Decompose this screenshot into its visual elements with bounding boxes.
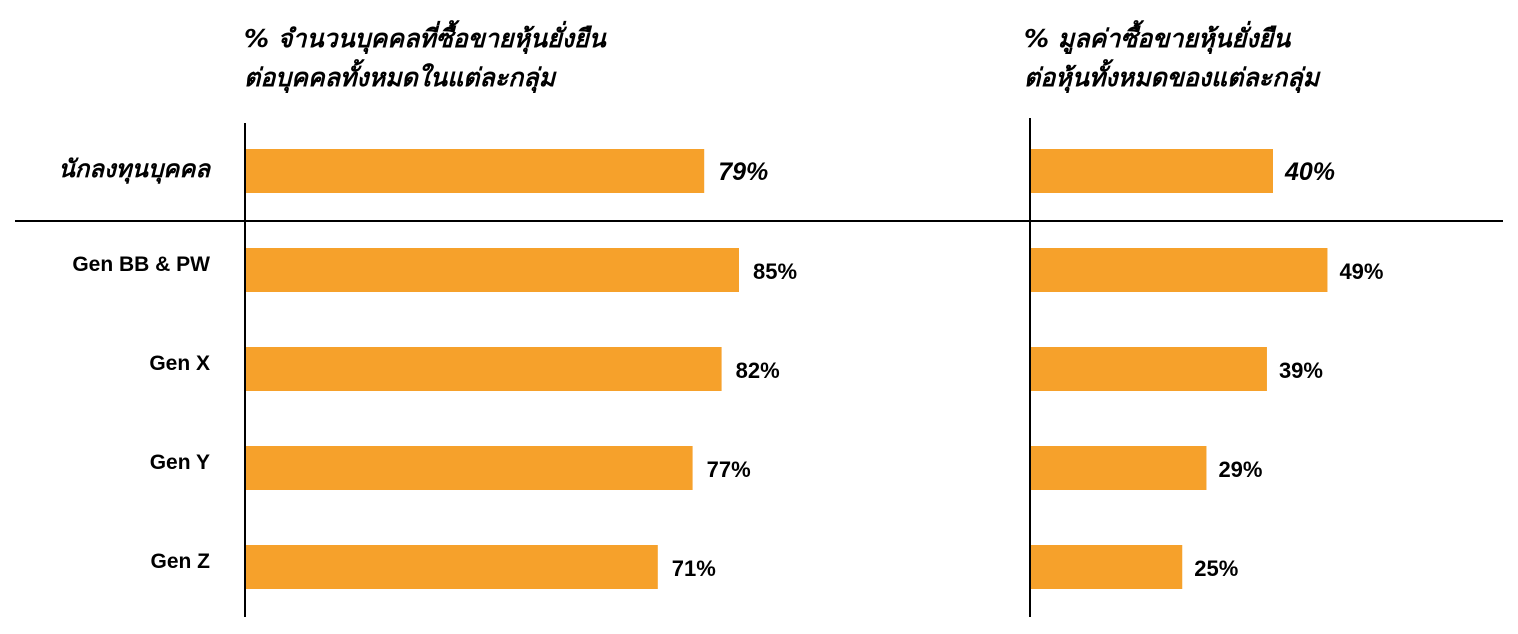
left-chart-title-line-2: ต่อบุคคลทั้งหมดในแต่ละกลุ่ม	[244, 59, 558, 93]
left-bar-2	[246, 248, 739, 292]
right-value-label-5: 25%	[1194, 556, 1238, 581]
category-label-5: Gen Z	[150, 550, 210, 573]
left-bar-5	[246, 545, 658, 589]
left-bar-4	[246, 446, 693, 490]
right-bar-2	[1031, 248, 1328, 292]
left-value-label-2: 85%	[753, 259, 797, 284]
category-labels: นักลงทุนบุคคล Gen BB & PW Gen X Gen Y Gen Z	[58, 155, 211, 573]
right-chart-title-line-1: % มูลค่าซื้อขายหุ้นยั่งยืน	[1024, 20, 1292, 54]
right-chart-title-line-2: ต่อหุ้นทั้งหมดของแต่ละกลุ่ม	[1024, 59, 1322, 93]
category-label-1: นักลงทุนบุคคล	[58, 155, 211, 184]
left-value-label-4: 77%	[707, 457, 751, 482]
right-bar-5	[1031, 545, 1183, 589]
left-value-label-1: 79%	[718, 158, 768, 186]
left-chart-bars: 79% 85% 82% 77% 71%	[246, 149, 797, 589]
right-value-label-3: 39%	[1279, 358, 1323, 383]
right-bar-1	[1031, 149, 1273, 193]
right-value-label-4: 29%	[1218, 457, 1262, 482]
category-label-4: Gen Y	[150, 451, 210, 474]
left-value-label-3: 82%	[736, 358, 780, 383]
left-chart-title-line-1: % จำนวนบุคคลที่ซื้อขายหุ้นยั่งยืน	[244, 20, 608, 54]
left-bar-3	[246, 347, 722, 391]
right-value-label-2: 49%	[1339, 259, 1383, 284]
right-value-label-1: 40%	[1284, 158, 1335, 186]
right-chart-bars: 40% 49% 39% 29% 25%	[1031, 149, 1383, 589]
category-label-2: Gen BB & PW	[72, 253, 210, 276]
left-bar-1	[246, 149, 705, 193]
left-value-label-5: 71%	[672, 556, 716, 581]
category-label-3: Gen X	[149, 352, 210, 375]
right-bar-4	[1031, 446, 1207, 490]
right-bar-3	[1031, 347, 1267, 391]
